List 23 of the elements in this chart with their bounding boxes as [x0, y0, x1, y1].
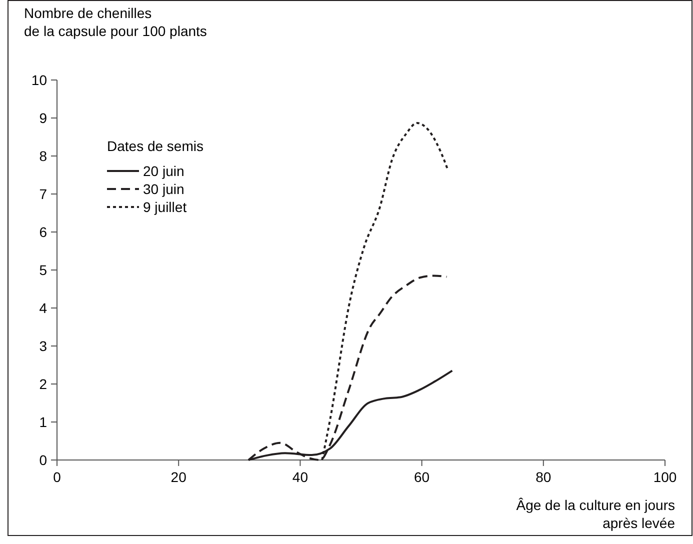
legend-label: 30 juin [143, 180, 184, 197]
x-tick-label: 40 [292, 469, 308, 485]
y-tick-label: 10 [31, 72, 48, 88]
x-tick-label: 100 [653, 469, 677, 485]
y-axis-title: Nombre de chenilles de la capsule pour 100 plants [24, 5, 207, 39]
legend-title: Dates de semis [107, 138, 204, 154]
y-tick-label: 1 [39, 414, 48, 430]
x-tick-label: 0 [53, 469, 62, 485]
x-axis-title: Âge de la culture en jours après levée [516, 497, 676, 531]
y-tick-label: 7 [39, 186, 48, 202]
x-tick-label: 80 [536, 469, 552, 485]
y-tick-label: 3 [39, 338, 48, 354]
y-tick-label: 4 [39, 300, 48, 316]
y-tick-label: 2 [39, 376, 48, 392]
x-tick-label: 60 [414, 469, 430, 485]
y-tick-label: 5 [39, 262, 48, 278]
legend-label: 9 juillet [143, 198, 187, 215]
y-tick-label: 9 [39, 110, 48, 126]
legend-label: 20 juin [143, 162, 184, 179]
x-tick-label: 20 [170, 469, 187, 485]
y-tick-label: 6 [39, 224, 48, 240]
y-tick-label: 8 [39, 148, 48, 164]
y-tick-label: 0 [39, 452, 48, 468]
